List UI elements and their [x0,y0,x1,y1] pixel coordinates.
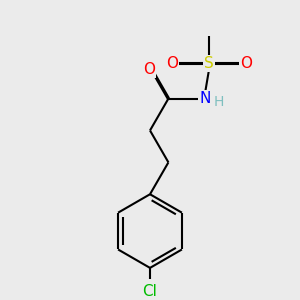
Text: O: O [143,62,155,77]
Text: H: H [214,95,224,109]
Text: Cl: Cl [142,284,158,299]
Text: O: O [240,56,252,71]
Text: O: O [166,56,178,71]
Text: N: N [200,91,211,106]
Text: S: S [204,56,214,71]
